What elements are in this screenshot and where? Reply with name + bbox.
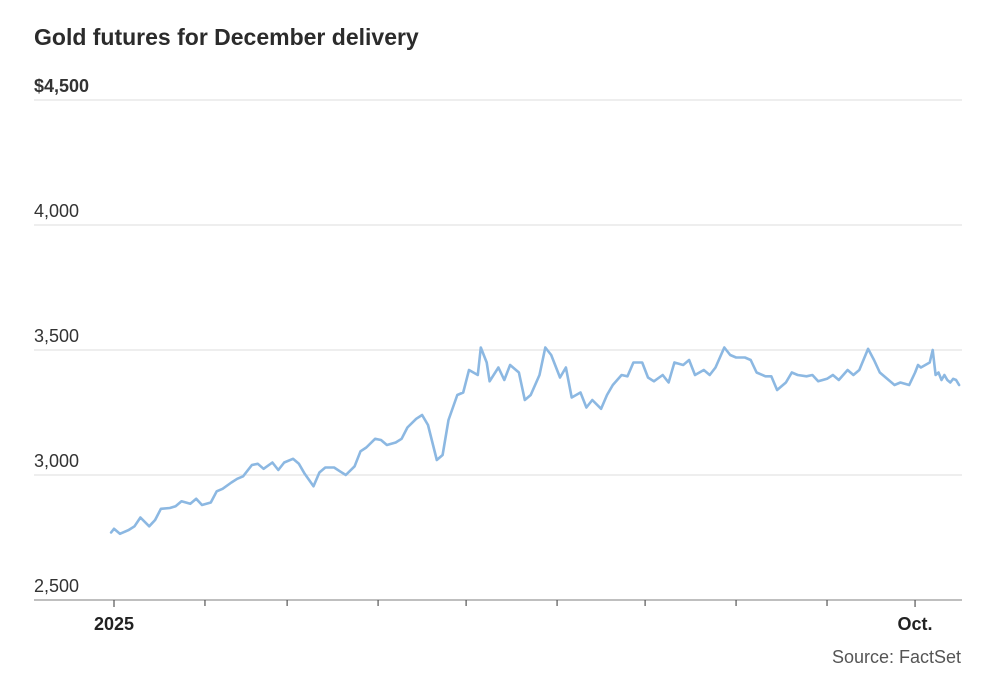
y-tick-label: 3,500	[34, 326, 79, 346]
gold-price-line	[109, 346, 961, 536]
x-axis: 2025 Oct.	[94, 600, 933, 634]
chart-title: Gold futures for December delivery	[34, 24, 419, 50]
y-tick-label: 4,000	[34, 201, 79, 221]
series-line	[109, 346, 961, 536]
x-tick-label: 2025	[94, 614, 134, 634]
source-note: Source: FactSet	[831, 647, 961, 667]
y-tick-label: $4,500	[34, 76, 89, 96]
y-tick-label: 2,500	[34, 576, 79, 596]
gridlines	[34, 99, 962, 601]
y-axis-ticks: $4,500 4,000 3,500 3,000 2,500	[34, 76, 89, 596]
x-tick-label: Oct.	[898, 614, 933, 634]
y-tick-label: 3,000	[34, 451, 79, 471]
